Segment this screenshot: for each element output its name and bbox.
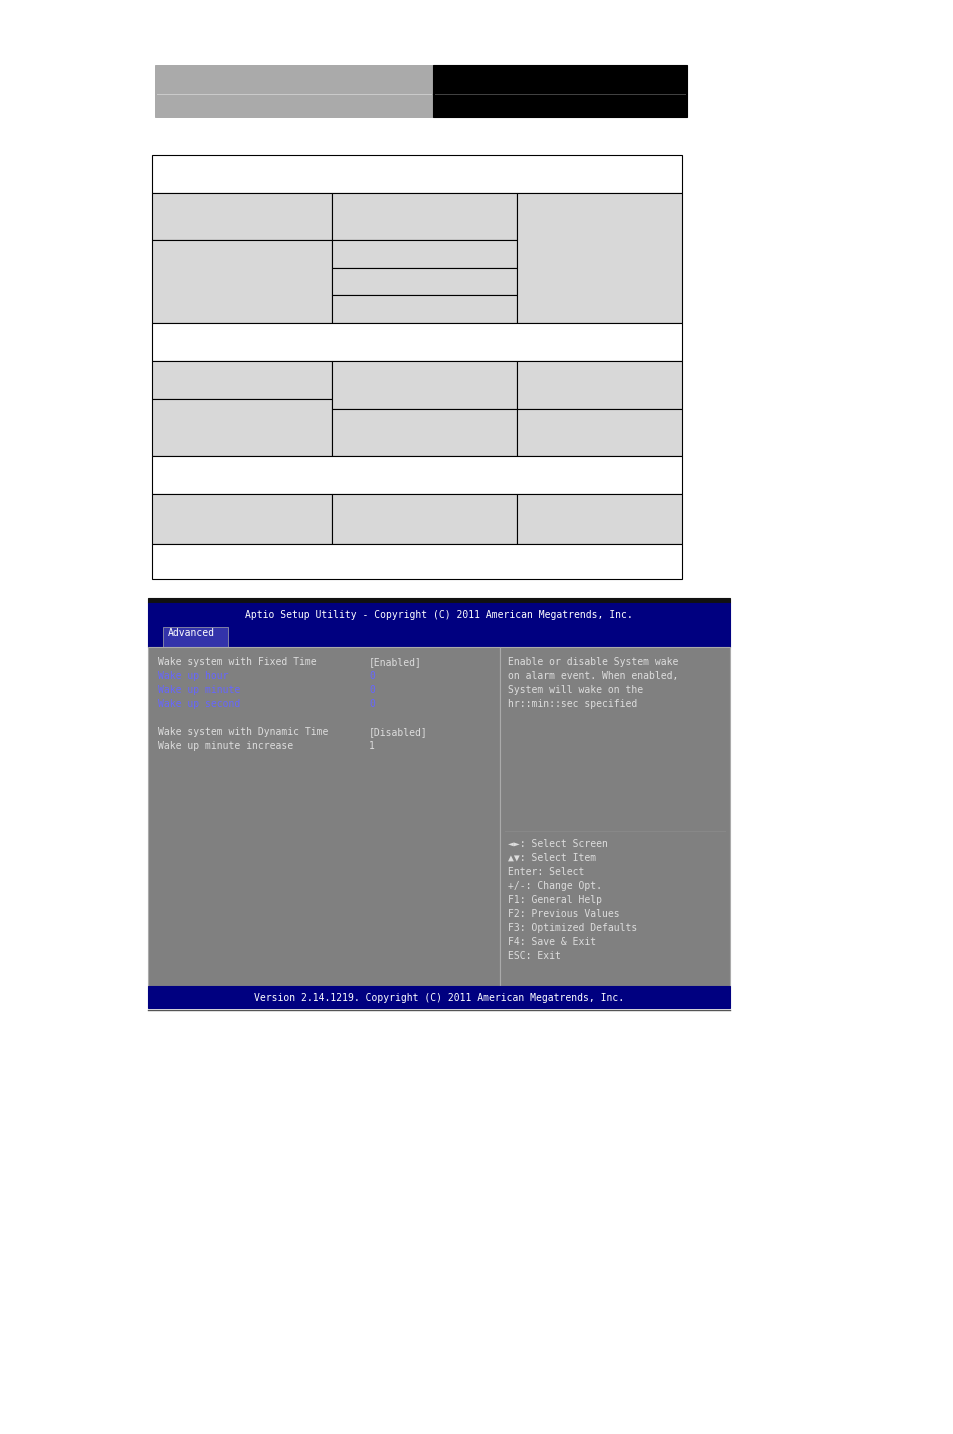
- Text: ▲▼: Select Item: ▲▼: Select Item: [507, 853, 596, 863]
- Text: Enable or disable System wake: Enable or disable System wake: [507, 657, 678, 667]
- Bar: [152, 493, 332, 543]
- Bar: [148, 647, 499, 987]
- Text: System will wake on the: System will wake on the: [507, 685, 642, 695]
- Text: Wake up second: Wake up second: [158, 698, 240, 708]
- Text: hr::min::sec specified: hr::min::sec specified: [507, 698, 637, 708]
- Text: 0: 0: [369, 685, 375, 695]
- Bar: [332, 361, 517, 409]
- Bar: [332, 268, 517, 295]
- Text: Enter: Select: Enter: Select: [507, 868, 584, 878]
- Text: [Enabled]: [Enabled]: [369, 657, 421, 667]
- Bar: [154, 65, 433, 118]
- Bar: [517, 361, 681, 409]
- Text: [Disabled]: [Disabled]: [369, 727, 427, 737]
- Text: Wake system with Dynamic Time: Wake system with Dynamic Time: [158, 727, 328, 737]
- Text: Wake system with Fixed Time: Wake system with Fixed Time: [158, 657, 316, 667]
- Bar: [163, 627, 228, 647]
- Bar: [152, 543, 681, 579]
- Text: 0: 0: [369, 698, 375, 708]
- Text: F4: Save & Exit: F4: Save & Exit: [507, 936, 596, 946]
- Bar: [152, 194, 332, 239]
- Bar: [332, 409, 517, 456]
- Bar: [499, 647, 729, 987]
- Bar: [332, 239, 517, 268]
- Bar: [152, 323, 681, 361]
- Text: Version 2.14.1219. Copyright (C) 2011 American Megatrends, Inc.: Version 2.14.1219. Copyright (C) 2011 Am…: [253, 992, 623, 1002]
- Text: 1: 1: [369, 741, 375, 751]
- Bar: [148, 987, 729, 1008]
- Bar: [517, 194, 681, 323]
- Text: Wake up hour: Wake up hour: [158, 671, 229, 681]
- Text: Wake up minute increase: Wake up minute increase: [158, 741, 293, 751]
- Bar: [148, 625, 729, 647]
- Text: F2: Previous Values: F2: Previous Values: [507, 909, 619, 919]
- Text: ◄►: Select Screen: ◄►: Select Screen: [507, 839, 607, 849]
- Bar: [517, 493, 681, 543]
- Bar: [148, 598, 729, 604]
- Bar: [152, 361, 332, 399]
- Bar: [433, 65, 686, 118]
- Bar: [152, 239, 332, 323]
- Text: F1: General Help: F1: General Help: [507, 895, 601, 905]
- Text: on alarm event. When enabled,: on alarm event. When enabled,: [507, 671, 678, 681]
- Text: Aptio Setup Utility - Copyright (C) 2011 American Megatrends, Inc.: Aptio Setup Utility - Copyright (C) 2011…: [245, 609, 632, 619]
- Bar: [152, 155, 681, 194]
- Bar: [332, 493, 517, 543]
- Text: +/-: Change Opt.: +/-: Change Opt.: [507, 880, 601, 891]
- Bar: [148, 604, 729, 625]
- Bar: [332, 194, 517, 239]
- Text: 0: 0: [369, 671, 375, 681]
- Text: Advanced: Advanced: [168, 628, 214, 638]
- Bar: [517, 409, 681, 456]
- Text: F3: Optimized Defaults: F3: Optimized Defaults: [507, 923, 637, 934]
- Bar: [152, 456, 681, 493]
- Text: Wake up minute: Wake up minute: [158, 685, 240, 695]
- Text: ESC: Exit: ESC: Exit: [507, 951, 560, 961]
- Bar: [152, 399, 332, 456]
- Bar: [332, 295, 517, 323]
